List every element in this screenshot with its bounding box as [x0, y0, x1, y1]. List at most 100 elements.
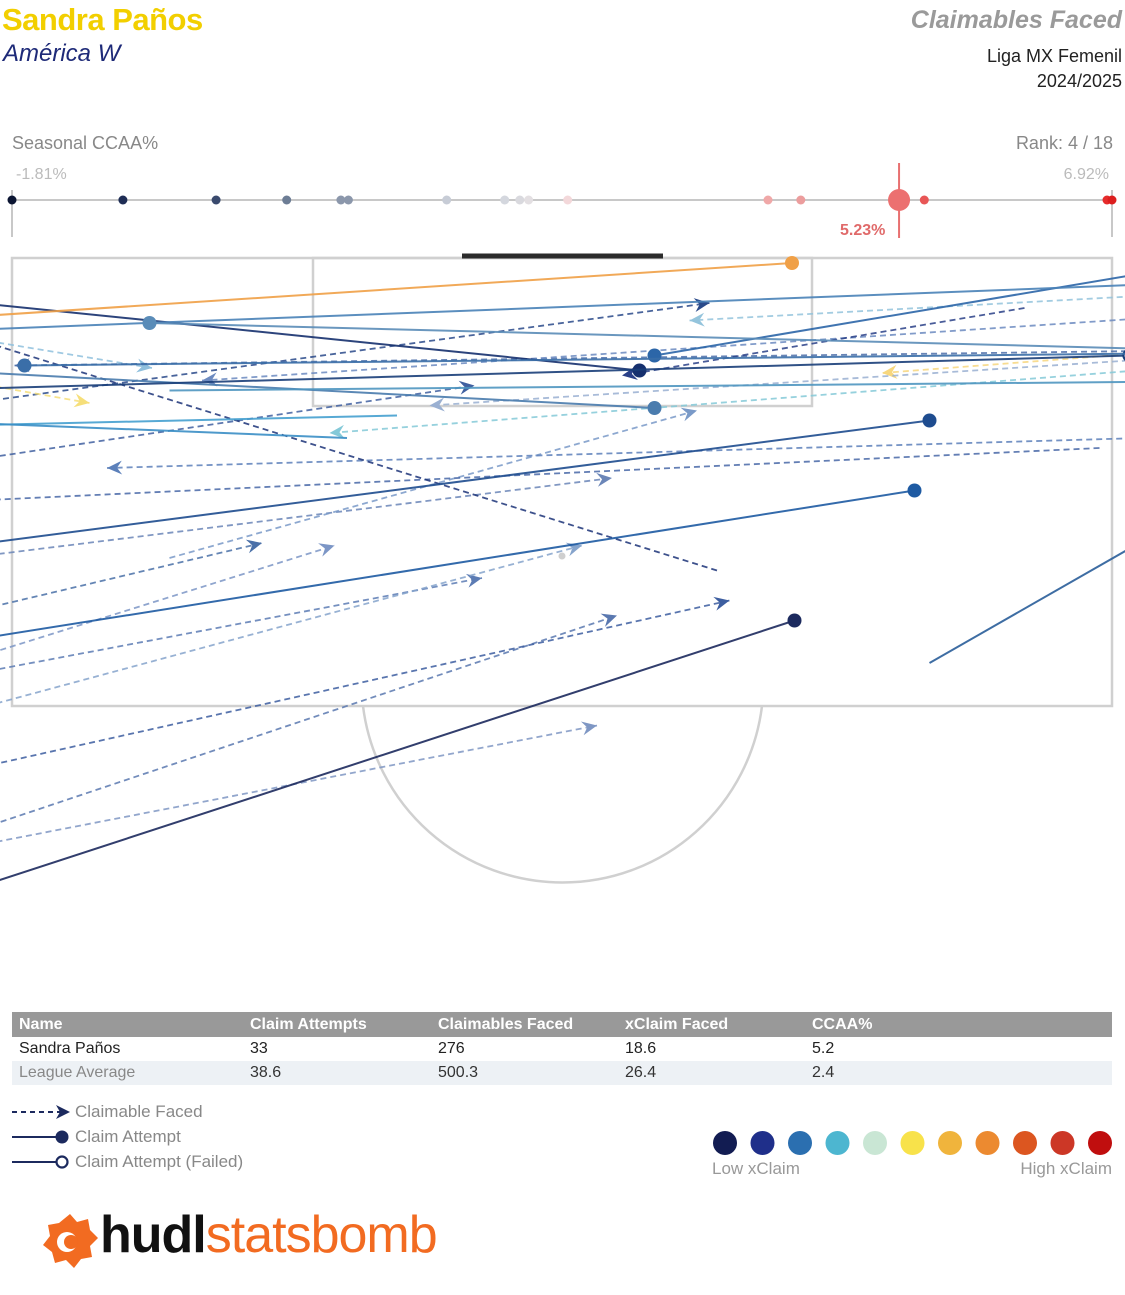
claim-success-marker [17, 358, 32, 373]
cell-claim-attempts: 33 [250, 1040, 268, 1057]
pitch-chart [0, 253, 1125, 884]
claimable-faced-line [106, 437, 1125, 469]
cell-name: Sandra Paños [19, 1040, 121, 1057]
claim-success-marker [787, 613, 802, 628]
seasonal-scale-strip [7, 163, 1117, 238]
claimable-arrowhead [136, 358, 152, 373]
scale-dot [563, 195, 573, 205]
scale-dot [919, 195, 929, 205]
claim-attempt-line [0, 423, 348, 439]
claim-attempt-line [0, 354, 1125, 390]
competition-label: Liga MX Femenil [986, 46, 1122, 66]
cell-xclaim-faced: 26.4 [618, 1061, 805, 1085]
header-ccaa: CCAA% [805, 1012, 1112, 1037]
cell-claim-attempts: 38.6 [243, 1061, 431, 1085]
player-name: Sandra Paños [2, 2, 203, 37]
claimable-faced-line [0, 544, 335, 652]
claim-success-marker [785, 256, 799, 270]
team-name: América W [3, 40, 121, 67]
scale-dot [763, 195, 773, 205]
xclaim-scale-dot [863, 1131, 887, 1155]
claim-attempt-line [24, 352, 1125, 367]
xclaim-scale-dot [900, 1131, 925, 1155]
seasonal-ccaa-label: Seasonal CCAA% [12, 133, 159, 153]
claim-attempt-line [0, 304, 640, 372]
claim-attempt-line [169, 380, 1125, 392]
claimable-faced-line [621, 307, 1025, 377]
high-xclaim-label: High xClaim [1020, 1159, 1112, 1178]
cell-claimables-faced: 500.3 [431, 1061, 618, 1085]
xclaim-scale-dot [1050, 1131, 1075, 1155]
claimable-arrowhead [107, 460, 123, 475]
scale-dot [343, 195, 353, 205]
claimable-faced-line [0, 614, 618, 824]
claimable-arrowhead [465, 573, 482, 588]
scale-dot [7, 195, 17, 205]
scale-dot [118, 195, 128, 205]
claimable-arrowhead [713, 596, 730, 611]
xclaim-scale-dot [1013, 1131, 1037, 1155]
claim-attempt-line [0, 489, 915, 637]
claim-success-marker [922, 413, 937, 428]
legend-claim-failed-label: Claim Attempt (Failed) [75, 1152, 244, 1171]
claim-attempt-line [929, 550, 1125, 664]
claimable-arrowhead [565, 542, 582, 557]
legend-arrow-icon [56, 1105, 70, 1119]
claimable-faced-line [0, 599, 730, 764]
claimable-arrowhead [329, 424, 345, 439]
claimable-arrowhead [429, 397, 445, 412]
penalty-area [10, 256, 1114, 708]
penalty-spot [558, 552, 566, 560]
claimable-arrowhead [680, 407, 697, 422]
xclaim-scale-dot [750, 1131, 775, 1155]
legend-claim-attempt-label: Claim Attempt [75, 1127, 181, 1146]
claimable-faced-line [0, 447, 1100, 501]
xclaim-scale-dot [825, 1131, 850, 1155]
statsbomb-logo-icon [43, 1214, 98, 1268]
claimable-arrowhead [622, 366, 638, 380]
scale-dot [211, 195, 221, 205]
claim-attempt-line [149, 322, 1125, 350]
claim-success-marker [647, 401, 662, 415]
xclaim-scale-dot [713, 1131, 737, 1155]
season-label: 2024/2025 [1036, 71, 1122, 91]
claim-success-marker [647, 348, 662, 363]
claimable-arrowhead [600, 613, 617, 627]
scale-max-label: 6.92% [1063, 166, 1109, 183]
claim-attempt-line [0, 414, 398, 426]
report-title: Claimables Faced [910, 6, 1122, 34]
legend-filled-circle-icon [55, 1130, 69, 1144]
legend-symbols [12, 1105, 70, 1169]
claimable-faced-line [0, 342, 153, 369]
rank-label: Rank: 4 / 18 [1015, 133, 1113, 153]
claimable-faced-line [201, 318, 1125, 382]
xclaim-scale-dot [975, 1131, 1000, 1155]
claim-success-marker [142, 316, 157, 330]
claimable-arrowhead [693, 298, 710, 312]
claimable-arrowhead [202, 372, 218, 387]
scale-dot [524, 195, 534, 205]
scale-dot [796, 195, 806, 205]
scale-dot [515, 195, 525, 205]
claimable-faced-line [0, 577, 483, 670]
claim-attempt-line [0, 372, 655, 409]
claim-success-marker [907, 483, 922, 498]
scale-dot [442, 195, 452, 205]
header-claimables-faced: Claimables Faced [431, 1012, 618, 1037]
cell-name: League Average [12, 1061, 243, 1085]
claimable-faced-line [0, 477, 613, 555]
low-xclaim-label: Low xClaim [712, 1159, 800, 1178]
claimable-faced-line [0, 302, 710, 401]
cell-ccaa: 5.2 [812, 1040, 835, 1057]
claim-attempt-line [0, 284, 1125, 330]
scale-dot [1107, 195, 1117, 205]
claimable-faced-line [0, 345, 718, 572]
claim-attempt-line [654, 275, 1125, 357]
current-value-dot [888, 189, 911, 211]
claim-attempt-line [0, 419, 930, 543]
legend-hollow-circle-icon [55, 1155, 69, 1169]
claimable-arrowhead [73, 393, 90, 408]
stats-table: Name Claim Attempts Claimables Faced xCl… [12, 1012, 1112, 1085]
table-header-row: Name Claim Attempts Claimables Faced xCl… [12, 1012, 1112, 1037]
claim-attempt-line [0, 262, 793, 316]
